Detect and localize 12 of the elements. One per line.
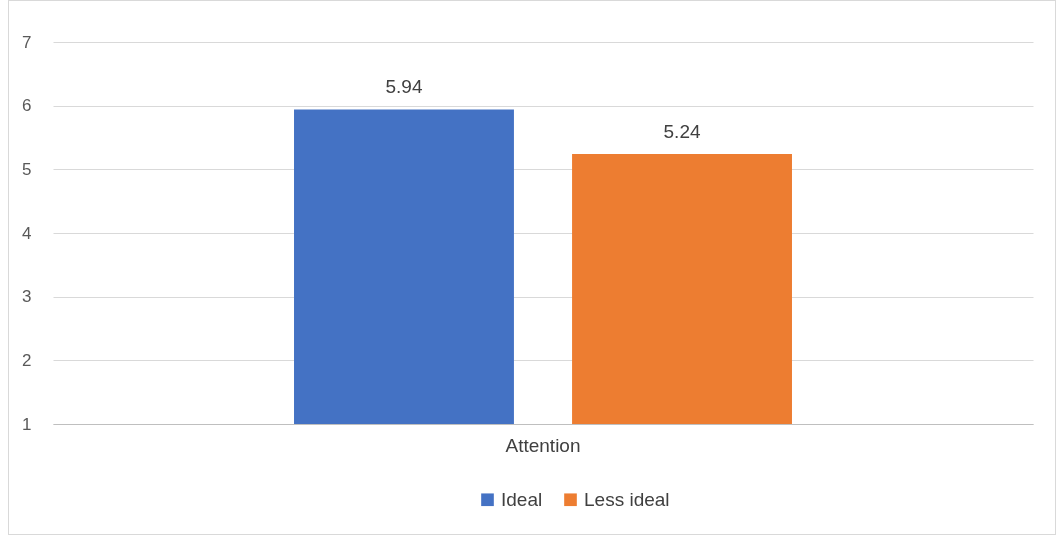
y-tick-label: 3 [22, 287, 32, 307]
data-label: 5.94 [385, 76, 423, 98]
y-tick-label: 2 [22, 350, 32, 370]
y-tick-label: 5 [22, 159, 32, 179]
legend-label: Ideal [501, 488, 543, 510]
y-tick-label: 6 [22, 96, 32, 116]
legend-label: Less ideal [584, 488, 670, 510]
y-tick-label: 4 [22, 223, 32, 243]
y-tick-label: 7 [22, 32, 32, 52]
data-label: 5.24 [663, 121, 701, 143]
x-tick-label: Attention [505, 434, 581, 456]
y-tick-label: 1 [22, 414, 32, 434]
